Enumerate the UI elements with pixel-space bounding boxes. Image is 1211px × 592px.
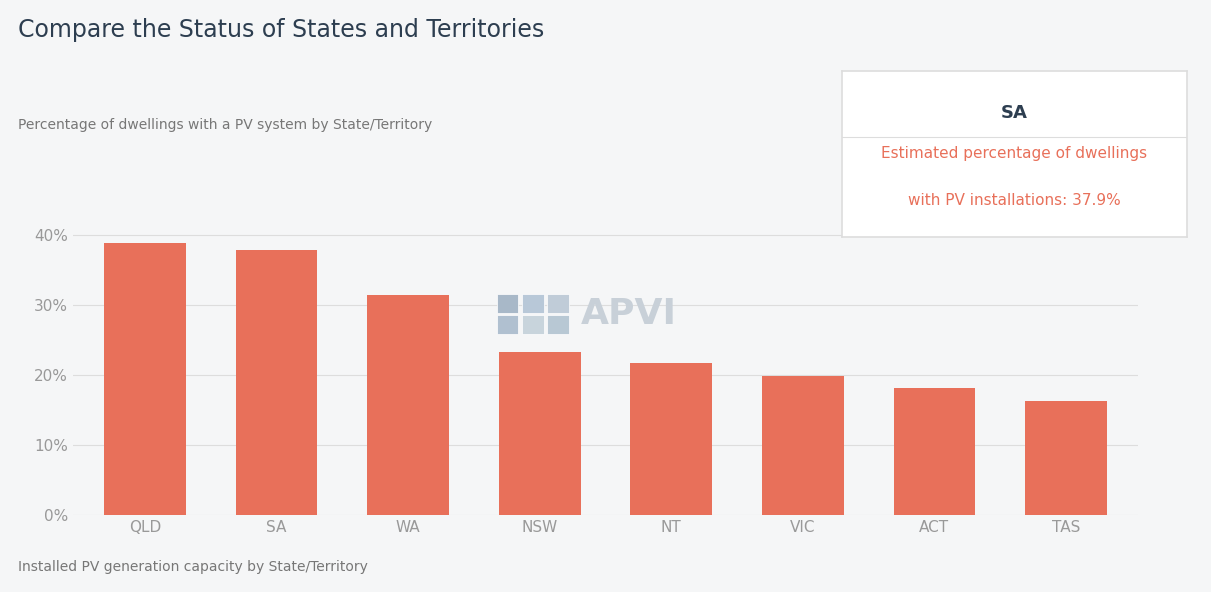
Text: Estimated percentage of dwellings: Estimated percentage of dwellings: [882, 146, 1147, 162]
Text: with PV installations: 37.9%: with PV installations: 37.9%: [908, 193, 1120, 208]
Bar: [104, 243, 185, 515]
Bar: [762, 376, 844, 515]
Text: APVI: APVI: [581, 297, 677, 331]
Text: Installed PV generation capacity by State/Territory: Installed PV generation capacity by Stat…: [18, 560, 368, 574]
Bar: [236, 250, 317, 515]
Bar: [367, 295, 449, 515]
Bar: [499, 352, 580, 515]
Bar: [1026, 401, 1107, 515]
Text: SA: SA: [1000, 104, 1028, 122]
Text: Compare the Status of States and Territories: Compare the Status of States and Territo…: [18, 18, 545, 42]
Bar: [894, 388, 975, 515]
Bar: [631, 362, 712, 515]
Text: Percentage of dwellings with a PV system by State/Territory: Percentage of dwellings with a PV system…: [18, 118, 432, 133]
